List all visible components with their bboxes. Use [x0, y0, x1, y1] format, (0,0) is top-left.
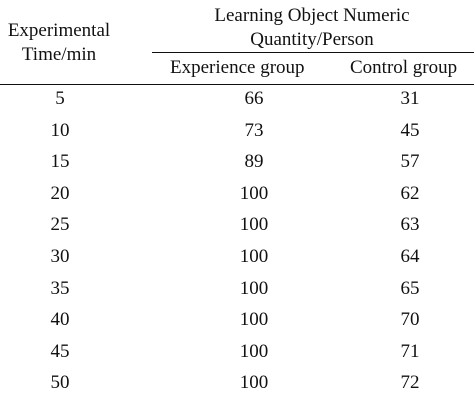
table-row: 30 100 64: [0, 246, 474, 278]
time-cell: 45: [50, 340, 70, 362]
time-cell: 35: [50, 277, 70, 299]
time-column-header: Experimental Time/min: [0, 19, 118, 67]
time-cell: 10: [50, 119, 70, 141]
experience-cell: 100: [239, 309, 269, 331]
time-cell: 30: [50, 245, 70, 267]
control-cell: 70: [400, 309, 420, 331]
experience-cell: 89: [244, 151, 264, 173]
group-header-line2: Quantity/Person: [250, 29, 374, 50]
control-cell: 72: [400, 372, 420, 394]
time-cell: 20: [50, 182, 70, 204]
control-cell: 31: [400, 88, 420, 109]
experience-cell: 100: [239, 245, 269, 267]
table-row: 15 89 57: [0, 151, 474, 183]
control-cell: 57: [400, 151, 420, 173]
control-cell: 64: [400, 245, 420, 267]
header-bottom-rule: [0, 84, 474, 85]
experience-cell: 100: [239, 340, 269, 362]
experience-cell: 100: [239, 214, 269, 236]
time-cell: 50: [50, 372, 70, 394]
control-cell: 62: [400, 182, 420, 204]
experience-cell: 100: [239, 372, 269, 394]
time-header-line1: Experimental: [7, 20, 111, 41]
table-row: 35 100 65: [0, 278, 474, 310]
time-cell: 25: [50, 214, 70, 236]
table-row: 5 66 31: [0, 88, 474, 120]
time-cell: 40: [50, 309, 70, 331]
table-row: 10 73 45: [0, 120, 474, 152]
time-header-line2: Time/min: [21, 44, 97, 65]
table-body: 5 66 31 10 73 45 15 89 57 20 100 62 25 1…: [0, 88, 474, 404]
control-cell: 71: [400, 340, 420, 362]
table-row: 25 100 63: [0, 214, 474, 246]
group-header-line1: Learning Object Numeric: [214, 5, 410, 26]
table-row: 45 100 71: [0, 341, 474, 373]
table-row: 20 100 62: [0, 183, 474, 215]
experience-group-header: Experience group: [170, 57, 305, 78]
experience-cell: 100: [239, 182, 269, 204]
experience-cell: 66: [244, 88, 264, 109]
time-cell: 15: [50, 151, 70, 173]
control-cell: 63: [400, 214, 420, 236]
control-group-header: Control group: [350, 57, 458, 78]
experience-cell: 100: [239, 277, 269, 299]
control-cell: 65: [400, 277, 420, 299]
experience-cell: 73: [244, 119, 264, 141]
time-cell: 5: [55, 88, 65, 109]
control-cell: 45: [400, 119, 420, 141]
table-row: 40 100 70: [0, 309, 474, 341]
header-divider-rule: [152, 52, 474, 53]
table-row: 50 100 72: [0, 372, 474, 404]
group-spanning-header: Learning Object Numeric Quantity/Person: [176, 4, 448, 52]
